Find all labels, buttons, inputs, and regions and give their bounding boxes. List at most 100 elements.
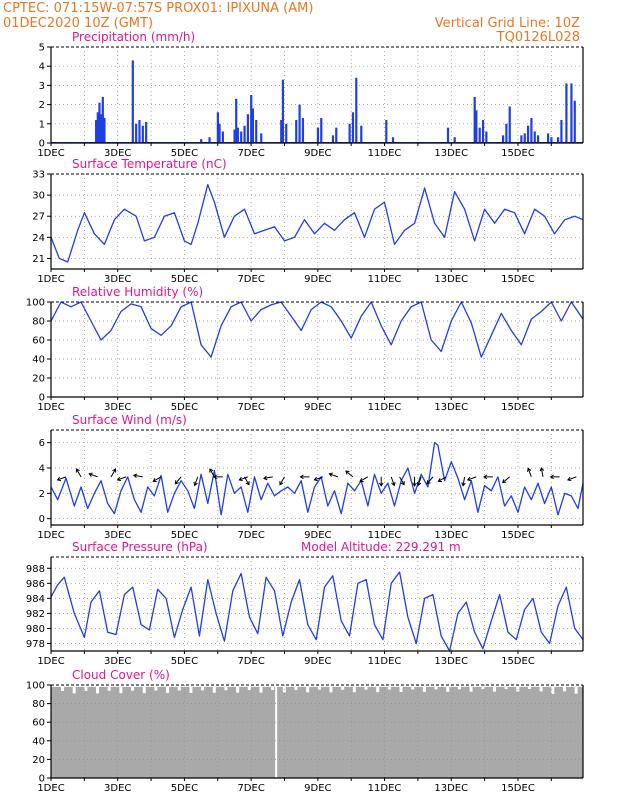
wind-arrow-shaft	[314, 476, 324, 481]
wind-arrow-head	[466, 476, 472, 482]
wind-arrow-head	[132, 473, 138, 479]
x-tick-label: 9DEC	[304, 402, 331, 413]
y-tick-label: 60	[32, 336, 45, 347]
cloud-cover-notch	[212, 686, 216, 693]
panel-wind: Surface Wind (m/s) 0 2 4 6 1DEC 3DEC 5DEC 7DEC 9D…	[37, 413, 584, 541]
cloud-cover-notch	[247, 686, 251, 691]
precip-bar	[200, 139, 203, 143]
x-tick-label: 15DEC	[501, 274, 535, 285]
wind-arrow-head	[75, 468, 80, 473]
wind-arrow-head	[539, 467, 545, 472]
x-tick-label: 7DEC	[237, 148, 264, 159]
x-tick-label: 3DEC	[104, 274, 131, 285]
x-tick-label: 11DEC	[368, 530, 402, 541]
x-tick-label: 3DEC	[104, 656, 131, 667]
cloud-cover-gap	[275, 686, 278, 778]
wind-arrow	[437, 476, 447, 483]
cloud-cover-notch	[504, 686, 508, 690]
wind-arrow	[466, 476, 477, 482]
precip-bar	[485, 131, 488, 143]
wind-arrow-shaft	[263, 476, 273, 479]
x-tick-label: 7DEC	[237, 530, 264, 541]
series-line-wind	[50, 442, 584, 516]
series-line-temperature	[50, 183, 584, 263]
wind-arrow-head	[483, 474, 488, 480]
wind-arrow	[56, 476, 67, 482]
cloud-cover-notch	[131, 686, 135, 691]
precip-bar	[281, 79, 285, 143]
wind-arrow	[75, 468, 82, 478]
y-tick-label: 982	[26, 609, 45, 620]
precip-bar	[218, 123, 221, 143]
precip-bar	[255, 119, 258, 143]
precip-bar	[131, 60, 134, 143]
precip-bar	[250, 95, 253, 143]
cloud-cover-notch	[72, 686, 76, 694]
cloud-cover-notch	[166, 686, 170, 694]
x-tick-label: 13DEC	[434, 656, 468, 667]
precip-bar	[145, 121, 148, 143]
y-tick-label: 2	[39, 100, 45, 111]
cloud-cover-notch	[399, 686, 403, 693]
wind-arrow-shaft	[462, 476, 466, 486]
wind-arrow-shaft	[399, 476, 405, 485]
y-tick-label: 1	[39, 119, 45, 130]
wind-arrow	[483, 474, 493, 480]
cloud-cover-notch	[154, 686, 158, 691]
precip-bar	[556, 137, 560, 143]
y-tick-label: 986	[26, 579, 45, 590]
precip-bar	[523, 133, 526, 143]
x-tick-label: 5DEC	[171, 274, 198, 285]
x-tick-label: 9DEC	[304, 783, 331, 794]
wind-arrow	[209, 468, 215, 478]
x-tick-label: 9DEC	[304, 148, 331, 159]
wind-arrow-head	[263, 475, 268, 481]
cloud-cover-notch	[294, 686, 298, 690]
wind-arrow	[299, 474, 310, 480]
precip-bar	[240, 131, 243, 143]
precip-bar	[570, 83, 573, 143]
cloud-cover-notch	[236, 686, 240, 693]
y-tick-label: 988	[26, 564, 45, 575]
precip-bar	[385, 119, 388, 143]
precip-bar	[233, 129, 236, 143]
wind-arrow-shaft	[57, 476, 67, 481]
wind-arrow	[88, 472, 98, 478]
cloud-cover-notch	[341, 686, 345, 690]
x-tick-label: 13DEC	[434, 148, 468, 159]
wind-arrow-shaft	[390, 476, 395, 486]
precip-bar	[298, 104, 301, 143]
cloud-cover-notch	[411, 686, 415, 690]
wind-arrow-shaft	[567, 476, 577, 481]
cloud-cover-notch	[329, 686, 333, 693]
precip-bar	[348, 123, 351, 143]
wind-arrow-head	[549, 474, 554, 480]
wind-arrow	[549, 474, 560, 480]
precip-bar	[360, 125, 363, 143]
cloud-cover-notch	[364, 686, 368, 690]
precip-bar	[481, 119, 485, 143]
wind-arrow-shaft	[426, 476, 434, 485]
precip-bar	[520, 135, 523, 143]
y-tick-label: 0	[39, 774, 45, 785]
y-tick-label: 0	[39, 514, 45, 525]
x-tick-label: 11DEC	[368, 148, 402, 159]
wind-arrow	[416, 476, 422, 487]
wind-arrow-shaft	[174, 476, 182, 485]
cloud-cover-notch	[481, 686, 485, 690]
x-tick-label: 5DEC	[171, 783, 198, 794]
cloud-cover-notch	[352, 686, 356, 693]
wind-arrow	[110, 468, 117, 478]
wind-arrow	[313, 476, 324, 482]
precip-bar	[100, 114, 103, 143]
precip-bar	[320, 118, 323, 143]
cloud-cover-notch	[61, 686, 65, 691]
y-tick-label: 984	[26, 594, 45, 605]
precip-bar	[505, 123, 508, 143]
header-station-line: CPTEC: 071:15W-07:57S PROX01: IPIXUNA (A…	[3, 1, 313, 16]
panel-title-pressure: Surface Pressure (hPa)	[72, 540, 208, 554]
panel-title-wind: Surface Wind (m/s)	[72, 413, 187, 427]
cloud-cover-notch	[527, 686, 531, 689]
x-tick-label: 3DEC	[104, 402, 131, 413]
